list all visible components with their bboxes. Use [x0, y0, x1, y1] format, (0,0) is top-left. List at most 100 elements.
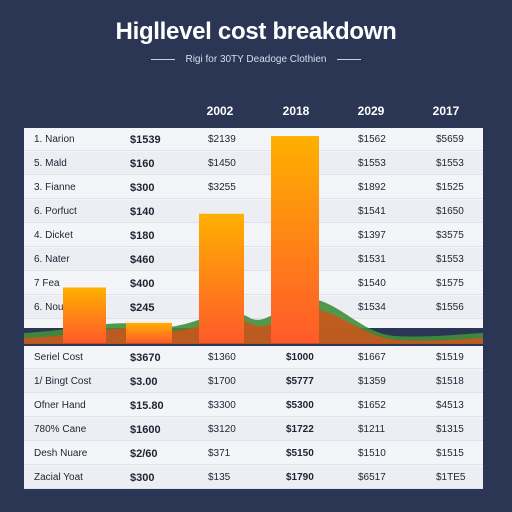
- table-cell-c3: $1722: [286, 424, 314, 435]
- year-label: 2002: [206, 104, 234, 118]
- table-cell-c2: $1450: [208, 158, 236, 169]
- table-cell-c4: $1211: [358, 424, 386, 435]
- table-cell-label: 1/ Bingt Cost: [34, 376, 92, 387]
- table-cell-label: Ofner Hand: [34, 400, 86, 411]
- table-row: 4. Dicket $180 $1397 $3575: [24, 224, 483, 247]
- table-cell-bold: $140: [130, 206, 155, 218]
- table-cell-label: Zacial Yoat: [34, 472, 83, 483]
- table-cell-label: 6. Nater: [34, 254, 70, 265]
- table-cell-c4: $1667: [358, 352, 386, 363]
- table-cell-c2: $3255: [208, 182, 236, 193]
- chart-subtitle: Rigi for 30TY Deadoge Clothien: [185, 53, 327, 65]
- table-cell-c4: $1359: [358, 376, 386, 387]
- table-cell-bold: $3.00: [130, 376, 158, 388]
- table-cell-c2: $3300: [208, 400, 236, 411]
- table-cell-label: 6. Nou: [34, 302, 64, 313]
- table-cell-c5: $1553: [436, 254, 464, 265]
- table-row: 1/ Bingt Cost $3.00 $1700 $5777 $1359 $1518: [24, 370, 483, 393]
- table-row: 5. Mald $160 $1450 $1553 $1553: [24, 152, 483, 175]
- table-top: 1. Narion $1539 $2139 $1562 $5659 5. Mald $160…: [24, 128, 483, 328]
- table-cell-c2: $3120: [208, 424, 236, 435]
- table-cell-c4: $1553: [358, 158, 386, 169]
- table-cell-c4: $1510: [358, 448, 386, 459]
- table-cell-bold: $400: [130, 278, 155, 290]
- table-cell-c2: $2139: [208, 134, 236, 145]
- table-row: 6. Porfuct $140 $1541 $1650: [24, 200, 483, 223]
- table-cell-c5: $3575: [436, 230, 464, 241]
- table-row: 6. Nou $245 $1534 $1556: [24, 296, 483, 319]
- table-cell-c5: $1556: [436, 302, 464, 313]
- subtitle-row: Rigi for 30TY Deadoge Clothien: [0, 52, 512, 66]
- table-cell-c4: $1534: [358, 302, 386, 313]
- table-cell-bold: $1539: [130, 134, 161, 146]
- table-cell-label: 6. Porfuct: [34, 206, 77, 217]
- table-cell-c3: $5300: [286, 400, 314, 411]
- table-cell-c3: $1790: [286, 472, 314, 483]
- table-cell-c2: $371: [208, 448, 231, 459]
- table-cell-label: 7 Fea: [34, 278, 60, 289]
- year-label: 2017: [432, 104, 460, 118]
- table-row: Desh Nuare $2/60 $371 $5150 $1510 $1515: [24, 442, 483, 465]
- table-cell-c2: $1360: [208, 352, 236, 363]
- table-cell-bold: $2/60: [130, 448, 158, 460]
- table-row: Ofner Hand $15.80 $3300 $5300 $1652 $4513: [24, 394, 483, 417]
- table-cell-c5: $1315: [436, 424, 464, 435]
- table-cell-c4: $1562: [358, 134, 386, 145]
- table-row: Seriel Cost $3670 $1360 $1000 $1667 $1519: [24, 346, 483, 369]
- table-cell-c4: $1541: [358, 206, 386, 217]
- table-cell-c5: $5659: [436, 134, 464, 145]
- subtitle-rule-left: [151, 58, 176, 60]
- table-cell-label: 4. Dicket: [34, 230, 73, 241]
- year-label: 2018: [282, 104, 310, 118]
- table-cell-bold: $1600: [130, 424, 161, 436]
- year-label: 2029: [357, 104, 385, 118]
- table-row: 3. Fianne $300 $3255 $1892 $1525: [24, 176, 483, 199]
- table-cell-c5: $1525: [436, 182, 464, 193]
- table-cell-bold: $160: [130, 158, 155, 170]
- table-cell-c4: $1397: [358, 230, 386, 241]
- table-cell-c5: $1515: [436, 448, 464, 459]
- table-cell-bold: $460: [130, 254, 155, 266]
- table-row: 780% Cane $1600 $3120 $1722 $1211 $1315: [24, 418, 483, 441]
- table-cell-c3: $1000: [286, 352, 314, 363]
- table-row: 7 Fea $400 $1540 $1575: [24, 272, 483, 295]
- table-cell-label: 3. Fianne: [34, 182, 76, 193]
- table-cell-c5: $1TE5: [436, 472, 466, 483]
- subtitle-rule-right: [336, 58, 361, 60]
- bar: [271, 136, 319, 343]
- bar: [126, 322, 172, 343]
- table-cell-c2: $135: [208, 472, 231, 483]
- table-row: Zacial Yoat $300 $135 $1790 $6517 $1TE5: [24, 466, 483, 489]
- table-cell-c5: $1575: [436, 278, 464, 289]
- table-cell-label: 780% Cane: [34, 424, 87, 435]
- bar: [199, 213, 244, 343]
- table-cell-label: 1. Narion: [34, 134, 75, 145]
- year-header-row: 2002 2018 2029 2017: [0, 104, 512, 120]
- table-cell-c5: $1650: [436, 206, 464, 217]
- table-cell-c5: $1518: [436, 376, 464, 387]
- bar: [63, 287, 106, 343]
- bar-group: [63, 136, 319, 343]
- table-cell-bold: $300: [130, 182, 155, 194]
- table-cell-c4: $1540: [358, 278, 386, 289]
- table-cell-c2: $1700: [208, 376, 236, 387]
- table-cell-label: Desh Nuare: [34, 448, 88, 459]
- chart-title: Higllevel cost breakdown: [115, 18, 397, 45]
- table-cell-label: Seriel Cost: [34, 352, 83, 363]
- table-row: 6. Nater $460 $1531 $1553: [24, 248, 483, 271]
- table-cell-bold: $300: [130, 472, 155, 484]
- table-cell-bold: $15.80: [130, 400, 164, 412]
- table-cell-bold: $3670: [130, 352, 161, 364]
- table-bottom: Seriel Cost $3670 $1360 $1000 $1667 $1519 1/ B…: [24, 346, 483, 489]
- table-cell-c4: $1892: [358, 182, 386, 193]
- table-row: 1. Narion $1539 $2139 $1562 $5659: [24, 128, 483, 151]
- table-cell-c4: $6517: [358, 472, 386, 483]
- table-cell-bold: $245: [130, 302, 155, 314]
- table-cell-c4: $1531: [358, 254, 386, 265]
- table-cell-c5: $1553: [436, 158, 464, 169]
- table-cell-c5: $1519: [436, 352, 464, 363]
- table-cell-label: 5. Mald: [34, 158, 67, 169]
- table-cell-c5: $4513: [436, 400, 464, 411]
- table-cell-bold: $180: [130, 230, 155, 242]
